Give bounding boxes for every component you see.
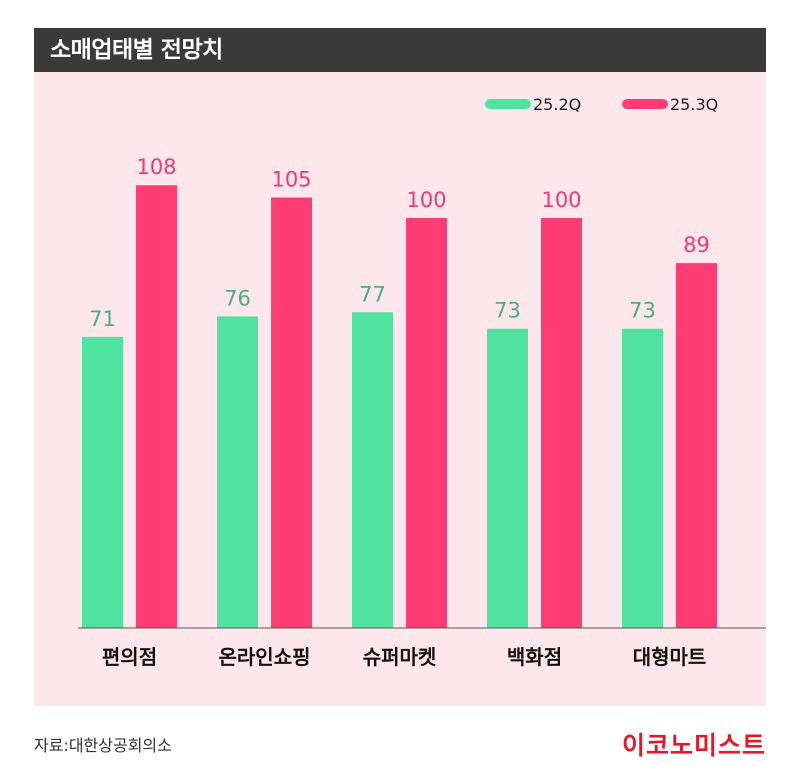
bar-2-4: [541, 218, 582, 628]
value-label: 105: [271, 168, 311, 192]
category-label: 슈퍼마켓: [363, 645, 437, 669]
value-label: 71: [89, 307, 116, 331]
brand-logo: 이코노미스트: [621, 731, 766, 760]
value-label: 108: [136, 155, 176, 179]
bar-2-1: [136, 185, 177, 628]
bar-2-5: [676, 263, 717, 628]
bar-2-2: [271, 197, 312, 628]
value-label: 89: [683, 233, 710, 257]
category-label: 백화점: [507, 645, 562, 669]
legend-swatch: [622, 99, 668, 109]
value-label: 76: [224, 286, 251, 310]
source-note: 자료:대한상공회의소: [34, 736, 172, 755]
category-label: 편의점: [102, 645, 157, 669]
bar-1-2: [217, 316, 258, 628]
bar-1-1: [82, 336, 123, 628]
category-label: 온라인쇼핑: [219, 645, 311, 669]
legend-swatch: [485, 99, 531, 109]
legend-label: 25.2Q: [533, 95, 581, 114]
value-label: 100: [406, 188, 446, 212]
bar-1-4: [487, 328, 528, 628]
chart-title: 소매업태별 전망치: [50, 37, 223, 63]
bar-1-5: [622, 328, 663, 628]
value-label: 73: [494, 299, 521, 323]
title-bar: 소매업태별 전망치: [34, 28, 766, 72]
legend-label: 25.3Q: [670, 95, 718, 114]
value-label: 100: [541, 188, 581, 212]
value-label: 77: [359, 282, 386, 306]
bar-2-3: [406, 218, 447, 628]
category-label: 대형마트: [633, 645, 707, 669]
value-label: 73: [629, 299, 656, 323]
bar-1-3: [352, 312, 393, 628]
